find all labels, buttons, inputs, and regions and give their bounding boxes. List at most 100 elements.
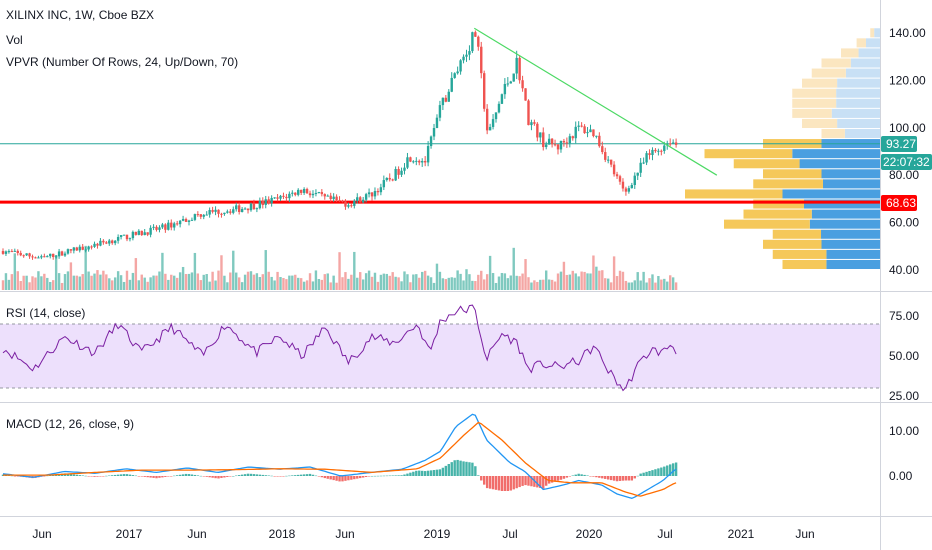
- vpvr-up-bar: [803, 199, 880, 209]
- candle-body: [491, 119, 495, 127]
- macd-histogram-bar: [471, 462, 474, 476]
- candle-body: [361, 199, 365, 203]
- macd-histogram-bar: [350, 476, 353, 480]
- macd-histogram-bar: [353, 476, 356, 480]
- macd-histogram-bar: [515, 476, 518, 489]
- trendline[interactable]: [473, 27, 718, 176]
- volume-bar: [633, 280, 636, 290]
- candle-body: [223, 212, 226, 215]
- macd-histogram-bar: [308, 473, 312, 476]
- macd-histogram-bar: [267, 475, 270, 476]
- macd-histogram-bar: [636, 475, 639, 477]
- volume-bar: [639, 280, 642, 290]
- candle-body: [633, 175, 636, 186]
- macd-histogram-bar: [506, 476, 510, 491]
- macd-line: [2, 413, 677, 499]
- macd-axis[interactable]: 10.00 0.00: [889, 424, 919, 483]
- candle-body: [297, 189, 300, 195]
- volume-bar: [580, 271, 583, 290]
- price-tick-label: 40.00: [889, 263, 919, 277]
- volume-bar: [468, 274, 471, 290]
- candle-body: [258, 200, 262, 209]
- macd-histogram-bar: [612, 476, 616, 481]
- volume-bar: [10, 274, 14, 290]
- macd-histogram-bar: [122, 474, 126, 476]
- macd-histogram-bar: [214, 476, 217, 479]
- time-axis[interactable]: Jun 2017 Jun 2018 Jun 2019 Jul 2020 Jul 2021 Jun: [32, 527, 814, 541]
- volume-bar: [211, 271, 214, 290]
- volume-bar: [173, 275, 176, 290]
- volume-bar: [125, 270, 129, 290]
- volume-bar: [536, 281, 539, 290]
- candle-body: [22, 255, 25, 257]
- volume-bar: [447, 277, 450, 290]
- volume-bar: [208, 281, 211, 290]
- candle-body: [220, 213, 223, 215]
- volume-bar: [565, 274, 569, 290]
- volume-bar: [1, 280, 5, 290]
- volume-bar: [359, 272, 362, 290]
- macd-histogram-bar: [143, 476, 146, 477]
- macd-legend[interactable]: MACD (12, 26, close, 9): [6, 417, 134, 431]
- volume-bar: [666, 281, 669, 290]
- volume-bar: [226, 282, 229, 290]
- rsi-axis[interactable]: 75.00 50.00 25.00: [889, 309, 919, 403]
- volume-bar: [131, 272, 135, 290]
- macd-histogram-bar: [235, 475, 238, 477]
- volume-bar: [140, 274, 143, 290]
- volume-bar: [491, 273, 495, 290]
- rsi-legend[interactable]: RSI (14, close): [6, 306, 85, 320]
- candle-body: [57, 251, 61, 257]
- candle-body: [412, 161, 415, 163]
- volume-bar: [152, 275, 155, 290]
- vpvr-down-bar: [772, 249, 827, 259]
- macd-histogram-bar: [113, 474, 117, 476]
- price-axis[interactable]: 140.00 120.00 100.00 80.00 60.00 40.00: [889, 26, 926, 277]
- symbol-title[interactable]: XILINX INC, 1W, Cboe BZX: [6, 8, 154, 22]
- vpvr-down-bar: [733, 159, 800, 169]
- macd-histogram-bar: [618, 476, 622, 481]
- volume-bar: [223, 275, 226, 290]
- macd-histogram-bar: [556, 476, 560, 481]
- volume-bar: [353, 251, 356, 290]
- candle-body: [96, 243, 99, 246]
- candle-body: [273, 197, 276, 199]
- candle-body: [663, 145, 666, 151]
- candle-body: [441, 97, 445, 106]
- last-price-tag: 93.27: [881, 136, 917, 152]
- vpvr-profile: [685, 28, 880, 269]
- candle-body: [527, 100, 530, 126]
- volume-legend[interactable]: Vol: [6, 33, 23, 47]
- vpvr-up-bar: [858, 48, 880, 58]
- time-tick-label: Jun: [187, 527, 206, 541]
- macd-histogram-bar: [237, 475, 241, 476]
- candle-body: [116, 236, 120, 241]
- macd-histogram-bar: [624, 476, 628, 481]
- candle-body: [60, 251, 64, 256]
- candle-body: [359, 197, 362, 203]
- vpvr-down-bar: [753, 199, 804, 209]
- macd-histogram-bar: [128, 474, 132, 476]
- candle-body: [671, 142, 675, 145]
- candle-body: [302, 188, 306, 193]
- macd-histogram-bar: [524, 476, 527, 486]
- volume-bar: [273, 280, 276, 290]
- macd-histogram-bar: [13, 476, 17, 477]
- candle-body: [113, 240, 117, 244]
- volume-bar: [276, 271, 279, 290]
- candle-body: [435, 117, 439, 128]
- macd-histogram-bar: [403, 474, 406, 476]
- candle-body: [400, 170, 403, 175]
- candle-body: [270, 197, 273, 204]
- candle-body: [51, 253, 55, 258]
- candle-body: [639, 162, 642, 173]
- macd-histogram-bar: [199, 475, 202, 477]
- candle-body: [128, 238, 132, 240]
- volume-bar: [119, 275, 123, 290]
- candle-body: [143, 232, 146, 236]
- macd-histogram-bar: [10, 475, 14, 477]
- volume-bar: [299, 278, 303, 290]
- candle-body: [252, 203, 256, 210]
- macd-histogram-bar: [240, 474, 244, 476]
- vpvr-legend[interactable]: VPVR (Number Of Rows, 24, Up/Down, 70): [6, 55, 238, 69]
